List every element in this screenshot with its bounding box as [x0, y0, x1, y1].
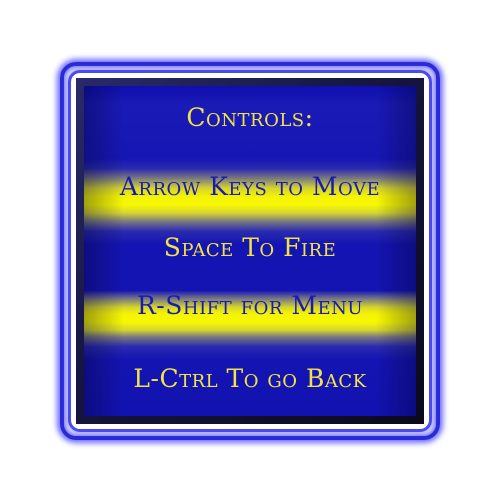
- controls-title: Controls:: [186, 103, 314, 132]
- inner-glow-frame: [68, 70, 432, 432]
- control-line-move: Arrow Keys to Move: [119, 172, 381, 201]
- control-line-back: L-Ctrl To go Back: [133, 364, 367, 393]
- control-line-menu: R-Shift for Menu: [136, 291, 364, 320]
- controls-panel: [84, 86, 416, 416]
- outer-glow-frame: [60, 62, 440, 440]
- control-line-fire: Space To Fire: [163, 233, 337, 262]
